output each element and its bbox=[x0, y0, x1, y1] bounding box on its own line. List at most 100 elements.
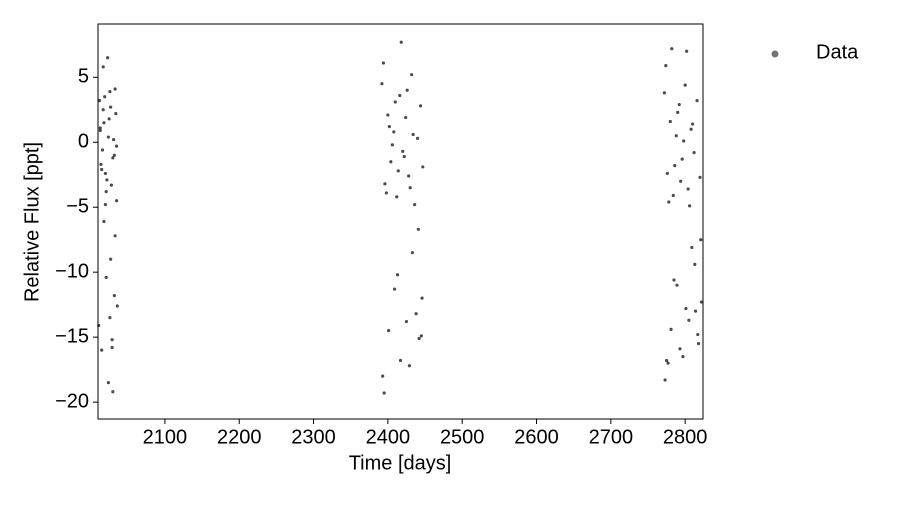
data-point bbox=[105, 178, 109, 182]
data-point bbox=[699, 238, 703, 242]
data-point bbox=[392, 287, 397, 291]
data-point bbox=[677, 102, 681, 107]
data-point bbox=[110, 338, 114, 342]
data-point bbox=[382, 391, 386, 395]
x-tick-label: 2300 bbox=[291, 426, 336, 448]
data-point bbox=[404, 319, 409, 324]
data-point bbox=[110, 345, 114, 350]
data-point bbox=[392, 130, 396, 134]
data-point bbox=[693, 309, 698, 313]
data-point bbox=[664, 358, 669, 363]
data-point bbox=[386, 113, 390, 117]
data-point bbox=[681, 355, 685, 359]
x-axis-label: Time [days] bbox=[349, 452, 452, 474]
data-point bbox=[101, 108, 105, 112]
data-point bbox=[398, 358, 403, 363]
data-point bbox=[413, 203, 417, 207]
data-point bbox=[98, 126, 102, 130]
data-point bbox=[103, 203, 108, 207]
data-point bbox=[696, 342, 701, 346]
data-point bbox=[109, 257, 113, 261]
data-point bbox=[401, 149, 405, 153]
y-tick-label: 0 bbox=[78, 131, 89, 153]
data-point bbox=[103, 171, 108, 176]
data-point bbox=[421, 165, 425, 169]
data-point bbox=[107, 117, 111, 121]
data-point bbox=[683, 83, 687, 87]
data-point bbox=[97, 323, 101, 328]
data-point bbox=[687, 318, 691, 322]
data-point bbox=[699, 300, 704, 304]
data-point bbox=[685, 49, 689, 53]
x-tick-label: 2800 bbox=[663, 426, 708, 448]
y-tick-label: −10 bbox=[55, 260, 89, 282]
data-point bbox=[402, 154, 406, 159]
data-point bbox=[113, 87, 117, 91]
data-point bbox=[408, 186, 412, 190]
data-point bbox=[662, 91, 666, 95]
data-point bbox=[689, 127, 693, 131]
y-tick-label: −20 bbox=[55, 390, 89, 412]
data-point bbox=[418, 104, 423, 108]
data-point bbox=[415, 136, 420, 140]
data-point bbox=[109, 183, 113, 187]
x-tick-label: 2700 bbox=[589, 426, 634, 448]
y-tick-label: 5 bbox=[78, 66, 89, 88]
data-point bbox=[671, 193, 675, 198]
data-point bbox=[114, 112, 118, 116]
data-point bbox=[679, 179, 683, 183]
data-point bbox=[411, 132, 415, 137]
data-point bbox=[97, 99, 102, 103]
data-point bbox=[667, 200, 671, 204]
data-point bbox=[108, 89, 112, 94]
data-point bbox=[113, 234, 117, 238]
data-point bbox=[106, 56, 110, 60]
x-tick-label: 2100 bbox=[143, 426, 188, 448]
data-point bbox=[670, 47, 674, 51]
data-point bbox=[668, 119, 672, 124]
data-point bbox=[420, 296, 424, 300]
data-point bbox=[688, 204, 692, 208]
data-point bbox=[100, 348, 104, 352]
data-point bbox=[112, 293, 116, 298]
data-point bbox=[684, 306, 688, 311]
data-point bbox=[102, 121, 106, 125]
data-point bbox=[678, 347, 682, 351]
data-point bbox=[417, 336, 421, 341]
data-point bbox=[384, 191, 388, 195]
data-point bbox=[395, 195, 399, 199]
data-point bbox=[387, 329, 391, 333]
data-point bbox=[106, 381, 111, 385]
data-point bbox=[686, 187, 690, 191]
data-point bbox=[98, 128, 102, 133]
data-point bbox=[100, 148, 105, 152]
data-point bbox=[398, 93, 402, 98]
data-point bbox=[666, 361, 670, 365]
data-point bbox=[103, 95, 107, 99]
y-tick-label: −15 bbox=[55, 325, 89, 347]
data-point bbox=[112, 153, 116, 157]
data-point bbox=[396, 169, 400, 173]
legend-label: Data bbox=[816, 41, 859, 63]
data-point bbox=[665, 171, 669, 176]
data-point bbox=[389, 160, 393, 164]
data-point bbox=[696, 332, 700, 337]
data-point bbox=[672, 278, 676, 282]
data-point bbox=[100, 167, 104, 172]
data-point bbox=[693, 262, 697, 266]
data-point bbox=[112, 138, 116, 142]
data-point bbox=[419, 334, 423, 338]
data-point bbox=[410, 251, 414, 255]
data-point bbox=[675, 283, 679, 287]
data-point bbox=[663, 378, 667, 382]
data-point bbox=[380, 82, 384, 86]
data-point bbox=[692, 151, 696, 155]
data-point bbox=[111, 390, 115, 394]
data-point bbox=[664, 63, 668, 68]
data-point bbox=[109, 105, 113, 109]
y-tick-label: −5 bbox=[66, 195, 89, 217]
data-point bbox=[115, 304, 119, 308]
data-point bbox=[111, 156, 115, 160]
data-point bbox=[690, 245, 694, 250]
